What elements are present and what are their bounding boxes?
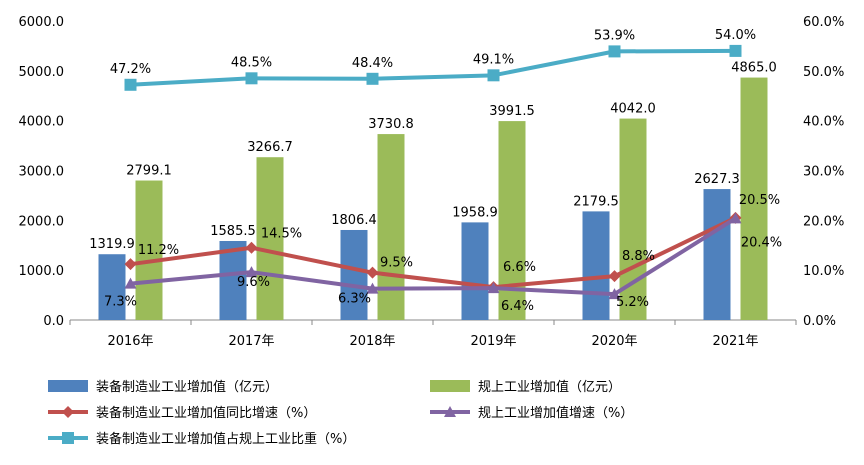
line-point-triangle: [245, 266, 258, 278]
left-axis-tick-label: 1000.0: [19, 264, 65, 279]
line-data-label: 20.5%: [739, 193, 780, 208]
right-axis-tick-label: 30.0%: [803, 165, 844, 180]
legend-label: 规上工业增加值增速（%）: [478, 405, 633, 421]
line-point-triangle: [608, 288, 621, 300]
line-point-square: [487, 69, 500, 82]
bar-industrial-value: [740, 77, 768, 320]
x-axis-category-label: 2019年: [470, 334, 516, 349]
bar-industrial-value: [377, 134, 405, 320]
bar-equipment-value: [340, 229, 368, 320]
legend-swatch-bar: [48, 380, 88, 392]
x-axis-category-label: 2018年: [349, 334, 395, 349]
x-axis-category-label: 2016年: [107, 334, 153, 349]
legend-label: 装备制造业工业增加值同比增速（%）: [96, 405, 316, 421]
bar-data-label: 2799.1: [126, 164, 172, 179]
legend-label: 装备制造业工业增加值占规上工业比重（%）: [96, 431, 355, 447]
x-axis-category-label: 2017年: [228, 334, 274, 349]
right-axis-tick-label: 40.0%: [803, 115, 844, 130]
legend-label: 规上工业增加值（亿元）: [478, 379, 621, 395]
line-point-triangle: [124, 277, 137, 289]
left-axis-tick-label: 4000.0: [19, 115, 65, 130]
line-point-square: [124, 78, 137, 91]
line-point-square: [608, 45, 621, 58]
left-axis-tick-label: 2000.0: [19, 214, 65, 229]
legend-marker-triangle: [444, 406, 456, 417]
line-data-label: 6.4%: [501, 299, 534, 314]
line-data-label: 8.8%: [622, 249, 655, 264]
line-data-label: 11.2%: [138, 243, 179, 258]
bar-data-label: 1585.5: [210, 224, 256, 239]
line-point-triangle: [366, 282, 379, 294]
bar-industrial-value: [135, 180, 163, 320]
line-data-label: 54.0%: [715, 28, 756, 43]
bar-data-label: 2627.3: [694, 172, 740, 187]
line-series-2: [130, 216, 737, 290]
line-point-diamond: [245, 241, 258, 254]
bar-data-label: 3991.5: [489, 104, 535, 119]
right-axis-tick-label: 50.0%: [803, 65, 844, 80]
line-data-label: 14.5%: [261, 227, 302, 242]
bar-equipment-value: [703, 189, 731, 320]
line-data-label: 47.2%: [110, 62, 151, 77]
bar-data-label: 2179.5: [573, 194, 619, 209]
line-point-square: [366, 72, 379, 85]
bar-data-label: 1806.4: [331, 213, 377, 228]
line-data-label: 48.5%: [231, 55, 272, 70]
x-axis-category-label: 2020年: [591, 334, 637, 349]
bar-equipment-value: [461, 222, 489, 320]
bar-equipment-value: [219, 240, 247, 320]
left-axis-tick-label: 3000.0: [19, 165, 65, 180]
bar-data-label: 3266.7: [247, 140, 293, 155]
line-data-label: 49.1%: [473, 52, 514, 67]
right-axis-tick-label: 60.0%: [803, 15, 844, 30]
line-point-square: [245, 72, 258, 85]
bar-equipment-value: [582, 211, 610, 320]
line-data-label: 5.2%: [616, 295, 649, 310]
line-point-triangle: [729, 212, 742, 224]
line-data-label: 7.3%: [104, 295, 137, 310]
line-point-diamond: [608, 270, 621, 283]
legend-label: 装备制造业工业增加值（亿元）: [96, 379, 278, 395]
x-axis-category-label: 2021年: [712, 334, 758, 349]
line-data-label: 48.4%: [352, 56, 393, 71]
left-axis-tick-label: 0.0: [43, 314, 64, 329]
right-axis-tick-label: 20.0%: [803, 214, 844, 229]
bar-data-label: 1319.9: [89, 237, 135, 252]
line-point-diamond: [366, 266, 379, 279]
line-data-label: 9.6%: [237, 275, 270, 290]
line-data-label: 6.3%: [338, 292, 371, 307]
line-point-diamond: [124, 258, 137, 271]
line-data-label: 20.4%: [741, 235, 782, 250]
line-series-3: [130, 216, 737, 297]
right-axis-tick-label: 0.0%: [803, 314, 836, 329]
line-point-triangle: [487, 282, 500, 294]
line-series-4: [130, 48, 736, 87]
bar-equipment-value: [98, 254, 126, 320]
line-data-label: 53.9%: [594, 28, 635, 43]
left-axis-tick-label: 6000.0: [19, 15, 65, 30]
bar-data-label: 1958.9: [452, 205, 498, 220]
legend-swatch-bar: [430, 380, 470, 392]
left-axis-tick-label: 5000.0: [19, 65, 65, 80]
right-axis-tick-label: 10.0%: [803, 264, 844, 279]
bar-data-label: 4042.0: [610, 102, 656, 117]
bar-industrial-value: [256, 157, 284, 320]
legend-marker-diamond: [62, 406, 74, 418]
line-point-square: [729, 44, 742, 57]
line-data-label: 9.5%: [380, 256, 413, 271]
line-data-label: 6.6%: [503, 260, 536, 275]
bar-data-label: 4865.0: [731, 61, 777, 76]
bar-data-label: 3730.8: [368, 117, 414, 132]
legend-marker-square: [62, 432, 74, 444]
